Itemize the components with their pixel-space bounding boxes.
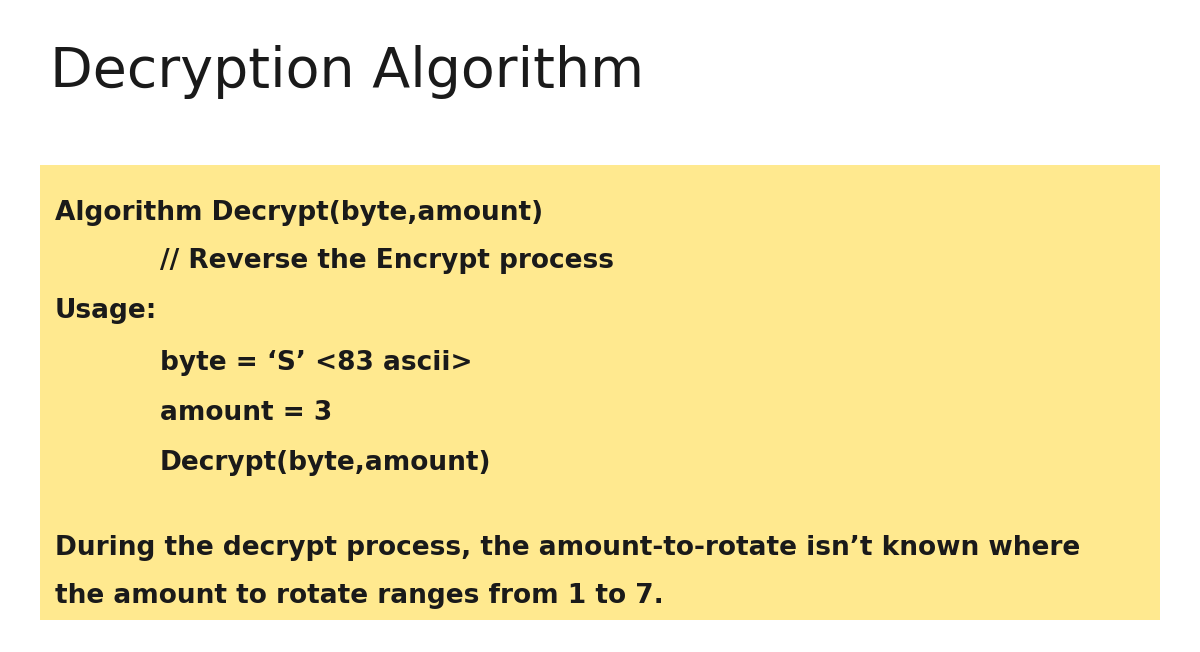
Text: amount = 3: amount = 3: [160, 400, 332, 426]
Text: During the decrypt process, the amount-to-rotate isn’t known where: During the decrypt process, the amount-t…: [55, 535, 1080, 561]
Text: the amount to rotate ranges from 1 to 7.: the amount to rotate ranges from 1 to 7.: [55, 583, 664, 609]
Text: Algorithm Decrypt(byte,amount): Algorithm Decrypt(byte,amount): [55, 200, 544, 226]
FancyBboxPatch shape: [40, 165, 1160, 620]
Text: Decrypt(byte,amount): Decrypt(byte,amount): [160, 450, 492, 476]
Text: Decryption Algorithm: Decryption Algorithm: [50, 45, 644, 99]
Text: byte = ‘S’ <83 ascii>: byte = ‘S’ <83 ascii>: [160, 350, 473, 376]
Text: // Reverse the Encrypt process: // Reverse the Encrypt process: [160, 248, 614, 274]
Text: Usage:: Usage:: [55, 298, 157, 324]
